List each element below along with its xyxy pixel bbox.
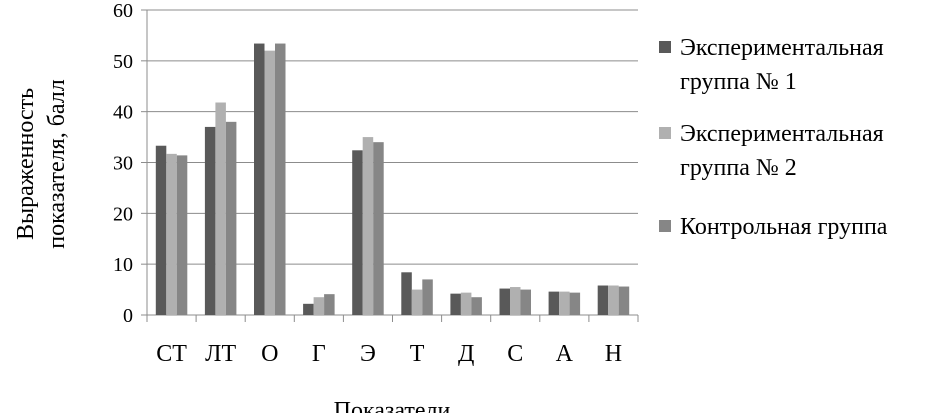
bar: [264, 50, 275, 316]
legend-swatch: [659, 127, 671, 139]
bar: [215, 102, 226, 316]
bar: [510, 287, 521, 315]
y-tick-label: 0: [123, 305, 133, 327]
legend-label: группа № 1: [680, 69, 797, 95]
y-axis-title: Выраженность показателя, балл: [13, 79, 70, 249]
legend-label: группа № 2: [680, 155, 797, 181]
bar: [303, 303, 314, 315]
bar: [166, 153, 177, 315]
bar: [608, 285, 619, 315]
y-tick-labels: 0 10 20 30 40 50 60: [113, 0, 133, 327]
legend-label: Контрольная группа: [680, 214, 888, 240]
bars: [155, 43, 630, 316]
bar: [401, 272, 412, 315]
bar: [471, 297, 482, 315]
bar: [499, 288, 510, 315]
bar: [559, 291, 570, 315]
x-category-label: О: [261, 341, 278, 367]
y-axis-title-line: показателя, балл: [44, 79, 70, 249]
x-category-label: Г: [312, 341, 326, 367]
bar: [313, 297, 325, 315]
x-category-label: Д: [458, 341, 474, 367]
legend-label: Экспериментальная: [680, 35, 884, 61]
x-category-label: Н: [605, 341, 622, 367]
bar: [373, 142, 384, 315]
y-tick-label: 30: [113, 153, 133, 175]
y-tick-label: 40: [113, 102, 133, 124]
bar: [254, 43, 265, 316]
x-axis-title: Показатели: [334, 398, 451, 413]
y-axis-title-line: Выраженность: [13, 88, 39, 240]
x-category-labels: СТ ЛТ О Г Э Т Д С А Н: [156, 341, 622, 367]
x-category-label: Э: [360, 341, 376, 367]
bar: [422, 279, 433, 315]
bar: [324, 294, 335, 315]
legend-swatch: [659, 41, 671, 53]
bar: [352, 150, 363, 315]
bar: [362, 137, 374, 315]
x-category-label: С: [507, 341, 523, 367]
bar: [411, 289, 423, 315]
bar: [155, 145, 167, 315]
legend: Экспериментальная группа № 1 Экспериментал…: [659, 35, 888, 240]
x-category-label: СТ: [156, 341, 187, 367]
bar: [569, 292, 581, 315]
bar: [520, 289, 531, 315]
x-category-label: А: [556, 341, 574, 367]
y-tick-label: 10: [113, 254, 133, 276]
x-category-label: Т: [410, 341, 425, 367]
y-tick-label: 50: [113, 51, 133, 73]
bar: [597, 285, 609, 315]
bar: [204, 126, 216, 316]
x-category-label: ЛТ: [205, 341, 236, 367]
y-tick-label: 20: [113, 203, 133, 225]
bar: [450, 293, 461, 315]
bar: [460, 292, 472, 315]
bar: [618, 286, 630, 315]
legend-label: Экспериментальная: [680, 121, 884, 147]
legend-swatch: [659, 220, 671, 232]
bar: [548, 291, 560, 315]
bar: [275, 43, 286, 316]
y-tick-label: 60: [113, 0, 133, 22]
bar: [176, 155, 188, 315]
bar: [225, 121, 237, 315]
